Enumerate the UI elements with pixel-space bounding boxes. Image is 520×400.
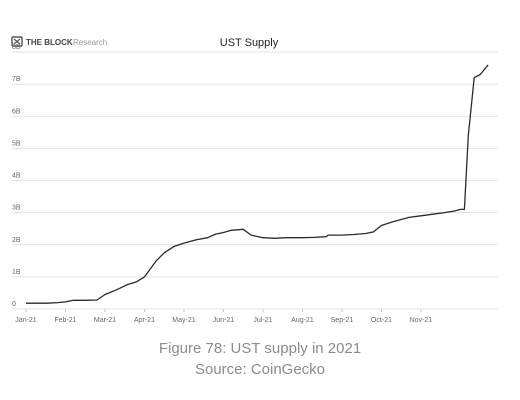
x-tick-label: Oct-21 (371, 317, 392, 324)
x-tick-label: Jan-21 (15, 317, 37, 324)
x-tick-label: Jul-21 (253, 317, 272, 324)
y-tick-label: 4B (12, 173, 21, 180)
grid (12, 51, 498, 310)
x-tick-label: Mar-21 (94, 317, 116, 324)
x-tick-label: Sep-21 (331, 317, 354, 324)
figure-caption: Figure 78: UST supply in 2021 (158, 340, 362, 357)
x-tick-label: Apr-21 (134, 317, 155, 324)
series-line-ust-supply (26, 64, 489, 304)
y-tick-label: 2B (12, 237, 21, 244)
logo-mark-inner-icon (13, 38, 21, 45)
y-tick-label: 1B (12, 269, 21, 276)
y-tick-label: 3B (12, 205, 21, 212)
logo-text: THE BLOCK (26, 38, 73, 47)
y-tick-label: 5B (12, 140, 21, 147)
x-tick-label: Jun-21 (213, 317, 235, 324)
source-caption: Source: CoinGecko (194, 361, 326, 378)
series-group (26, 64, 489, 304)
logo-mark-icon (11, 36, 23, 47)
chart-title: UST Supply (220, 37, 279, 49)
y-tick-label: 6B (12, 108, 21, 115)
x-tick-label: Feb-21 (54, 317, 76, 324)
x-axis: Jan-21 Feb-21 Mar-21 Apr-21 May-21 Jun-21 Jul-… (15, 309, 432, 324)
y-axis: 0 1B 2B 3B 4B 5B 6B 7B 8B (12, 44, 21, 308)
x-tick-label: May-21 (172, 317, 195, 324)
x-tick-label: Aug-21 (291, 317, 314, 324)
x-tick-label: Nov-21 (410, 317, 433, 324)
y-tick-label: 8B (12, 44, 21, 51)
y-tick-label: 0 (12, 301, 16, 308)
logo-sub-text: Research (73, 38, 107, 47)
logo: THE BLOCK Research (11, 36, 107, 47)
y-tick-label: 7B (12, 76, 21, 83)
